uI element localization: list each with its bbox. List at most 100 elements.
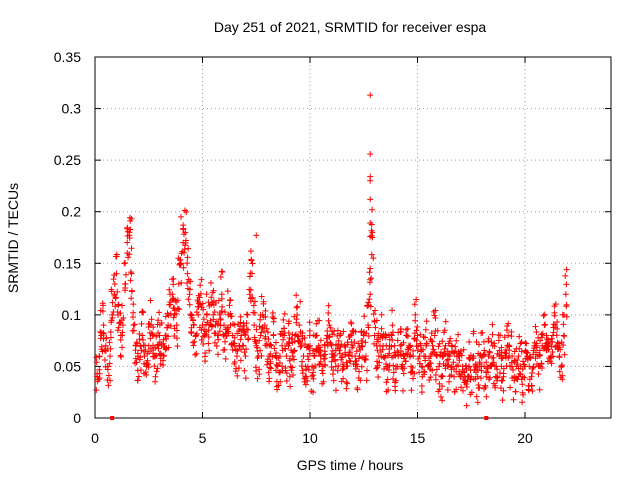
data-point (408, 387, 414, 393)
data-point (523, 349, 529, 355)
y-tick-label: 0.35 (54, 49, 81, 65)
data-point (321, 356, 327, 362)
data-point (157, 332, 163, 338)
data-point (266, 375, 272, 381)
data-point (184, 260, 190, 266)
data-point (166, 287, 172, 293)
data-point (318, 337, 324, 343)
data-point (187, 302, 193, 308)
data-point (435, 343, 441, 349)
data-point (258, 332, 264, 338)
y-tick-label: 0.2 (62, 204, 82, 220)
data-point (364, 368, 370, 374)
data-point (542, 322, 548, 328)
data-point (562, 273, 568, 279)
data-point (246, 286, 252, 292)
data-point (191, 339, 197, 345)
data-point (433, 377, 439, 383)
data-point (519, 399, 525, 405)
data-point (128, 245, 134, 251)
data-point (348, 319, 354, 325)
data-point (564, 302, 570, 308)
data-point (241, 368, 247, 374)
data-point (248, 257, 254, 263)
data-point (271, 332, 277, 338)
data-point (561, 333, 567, 339)
data-point (414, 324, 420, 330)
data-point (481, 347, 487, 353)
data-point (156, 309, 162, 315)
data-point (428, 374, 434, 380)
data-point (119, 303, 125, 309)
data-point (154, 368, 160, 374)
data-point (423, 327, 429, 333)
data-point (291, 356, 297, 362)
data-point (106, 372, 112, 378)
data-point (351, 339, 357, 345)
data-point (152, 374, 158, 380)
data-point (370, 255, 376, 261)
data-point (564, 267, 570, 273)
data-point (170, 281, 176, 287)
data-point (333, 387, 339, 393)
data-point (136, 373, 142, 379)
data-point (439, 397, 445, 403)
data-point (280, 317, 286, 323)
chart-title: Day 251 of 2021, SRMTID for receiver esp… (214, 19, 487, 35)
data-point (535, 371, 541, 377)
data-point (371, 311, 377, 317)
data-point (195, 312, 201, 318)
data-point (208, 280, 214, 286)
data-point (361, 313, 367, 319)
data-point (343, 379, 349, 385)
data-point (222, 309, 228, 315)
data-point (185, 254, 191, 260)
data-point (274, 387, 280, 393)
data-point (367, 92, 373, 98)
data-point (368, 275, 374, 281)
data-point (212, 309, 218, 315)
data-point (282, 311, 288, 317)
x-tick-label: 10 (302, 430, 318, 446)
data-point (205, 340, 211, 346)
data-point (488, 339, 494, 345)
data-point (400, 388, 406, 394)
data-point (191, 343, 197, 349)
data-point (344, 381, 350, 387)
data-point (511, 397, 517, 403)
data-point (410, 353, 416, 359)
data-point (327, 340, 333, 346)
data-point (405, 326, 411, 332)
data-point (412, 312, 418, 318)
data-point (119, 344, 125, 350)
data-point (367, 196, 373, 202)
data-point (413, 327, 419, 333)
data-point (314, 332, 320, 338)
data-point (129, 288, 135, 294)
data-point (367, 291, 373, 297)
data-point (549, 336, 555, 342)
data-point (354, 348, 360, 354)
data-point (185, 246, 191, 252)
data-point (450, 349, 456, 355)
data-point (369, 252, 375, 258)
data-point (183, 209, 189, 215)
data-point (202, 358, 208, 364)
data-point (483, 394, 489, 400)
data-point (108, 329, 114, 335)
data-point (389, 322, 395, 328)
data-point (366, 296, 372, 302)
data-point (517, 340, 523, 346)
data-point (222, 347, 228, 353)
data-point (293, 292, 299, 298)
data-point (562, 352, 568, 358)
data-point (107, 339, 113, 345)
data-point (118, 337, 124, 343)
data-point (259, 294, 265, 300)
data-point (200, 341, 206, 347)
data-point (341, 343, 347, 349)
data-point (516, 334, 522, 340)
data-point (139, 321, 145, 327)
data-point (204, 291, 210, 297)
data-point (369, 207, 375, 213)
